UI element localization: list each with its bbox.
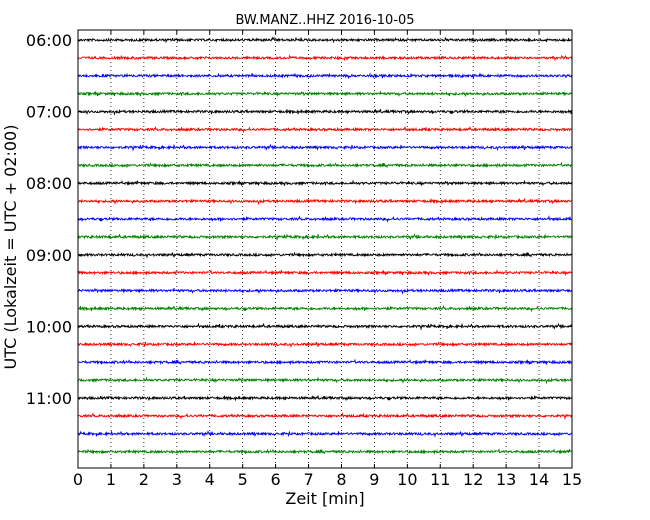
x-tick-label: 5: [238, 470, 248, 489]
x-tick-label: 13: [496, 470, 516, 489]
y-axis-label: UTC (Lokalzeit = UTC + 02:00): [1, 125, 20, 370]
seismic-trace: [77, 376, 573, 385]
seismic-trace: [77, 215, 573, 224]
seismic-trace: [77, 341, 573, 349]
seismic-trace: [77, 36, 573, 44]
seismic-trace: [77, 54, 573, 62]
y-tick-label: 10:00: [26, 317, 72, 336]
seismic-trace: [77, 161, 573, 169]
x-tick-label: 1: [106, 470, 116, 489]
seismic-trace: [77, 358, 573, 366]
x-tick-label: 4: [205, 470, 215, 489]
y-tick-label: 11:00: [26, 389, 72, 408]
x-tick-label: 11: [430, 470, 450, 489]
seismic-trace: [77, 179, 573, 187]
y-tick-label: 07:00: [26, 103, 72, 122]
seismic-traces: [77, 36, 573, 455]
chart-title: BW.MANZ..HHZ 2016-10-05: [235, 13, 414, 28]
x-tick-label: 0: [73, 470, 83, 489]
y-tick-label: 06:00: [26, 31, 72, 50]
x-tick-label: 14: [529, 470, 549, 489]
seismic-trace: [77, 304, 573, 313]
x-axis: 0 1 2 3 4 5 6 7 8 9 10 11 12 13 14 15: [73, 30, 582, 489]
x-tick-label: 8: [336, 470, 346, 489]
seismic-trace: [77, 412, 573, 421]
x-tick-label: 7: [303, 470, 313, 489]
grid-lines: [110, 30, 540, 468]
seismic-trace: [77, 268, 573, 277]
seismic-trace: [77, 72, 573, 79]
x-tick-label: 10: [397, 470, 417, 489]
seismic-trace: [77, 89, 573, 98]
seismic-trace: [77, 287, 573, 295]
seismic-trace: [77, 251, 573, 259]
seismic-trace: [77, 233, 573, 242]
seismic-trace: [77, 108, 573, 116]
seismic-trace: [77, 448, 573, 455]
y-axis: 06:00 07:00 08:00 09:00 10:00 11:00: [26, 31, 572, 408]
y-tick-label: 08:00: [26, 174, 72, 193]
x-tick-label: 3: [172, 470, 182, 489]
seismic-trace: [77, 322, 573, 331]
x-tick-label: 2: [139, 470, 149, 489]
seismic-trace: [77, 430, 573, 438]
x-tick-label: 15: [562, 470, 582, 489]
y-tick-label: 09:00: [26, 246, 72, 265]
seismic-trace: [77, 198, 573, 206]
x-tick-label: 6: [271, 470, 281, 489]
seismic-trace: [77, 143, 573, 152]
plot-frame: [77, 29, 573, 469]
x-axis-label: Zeit [min]: [285, 489, 364, 508]
seismic-trace: [77, 125, 573, 134]
x-tick-label: 12: [463, 470, 483, 489]
x-tick-label: 9: [369, 470, 379, 489]
seismic-trace: [77, 394, 573, 402]
